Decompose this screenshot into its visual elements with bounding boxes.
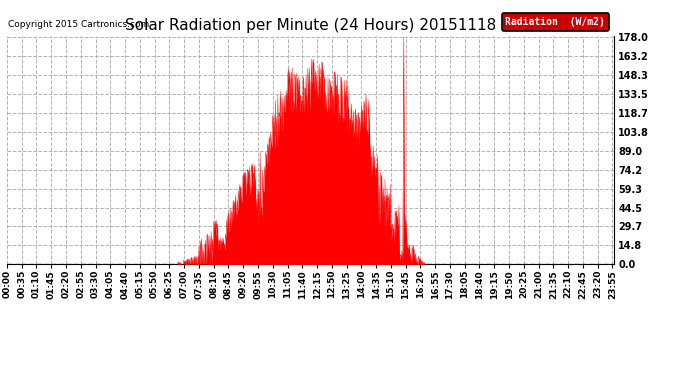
Title: Solar Radiation per Minute (24 Hours) 20151118: Solar Radiation per Minute (24 Hours) 20… [125,18,496,33]
Legend: Radiation  (W/m2): Radiation (W/m2) [502,13,609,31]
Text: Copyright 2015 Cartronics.com: Copyright 2015 Cartronics.com [8,20,149,29]
